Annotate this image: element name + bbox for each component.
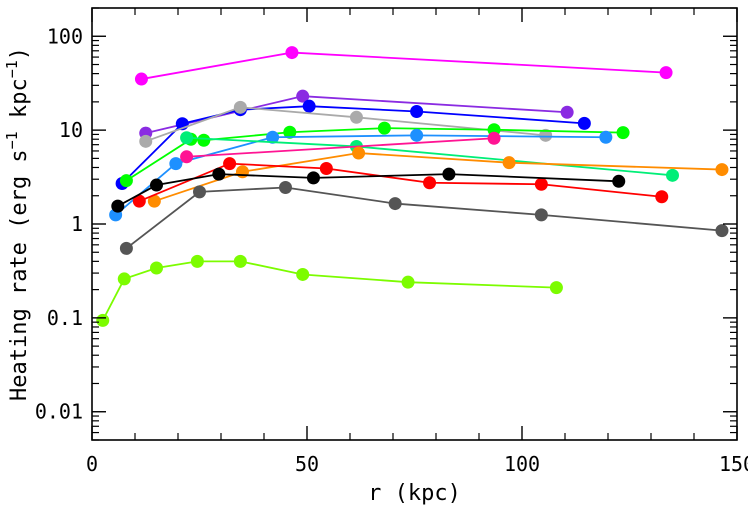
data-point [139, 134, 153, 148]
data-point [119, 241, 133, 255]
data-point [612, 174, 626, 188]
data-point [659, 66, 673, 80]
data-point [539, 128, 553, 142]
y-axis-title-end: ) [7, 47, 32, 60]
data-point [150, 178, 163, 192]
y-tick-label: 0.01 [35, 400, 83, 424]
data-point [283, 125, 297, 139]
series-1 [134, 46, 673, 86]
data-point [715, 224, 729, 238]
y-tick-label: 0.1 [47, 306, 83, 330]
data-point [534, 208, 548, 222]
data-point [577, 116, 591, 130]
data-point [169, 157, 183, 171]
series-12 [119, 180, 729, 255]
data-point [212, 167, 226, 181]
data-point [119, 174, 133, 188]
data-point [147, 194, 161, 208]
data-point [266, 130, 280, 144]
data-point [193, 185, 206, 199]
series-line [145, 106, 546, 143]
data-point [352, 146, 366, 160]
series-11 [111, 167, 626, 213]
data-point [560, 105, 574, 119]
series-line [121, 105, 585, 185]
data-point [279, 180, 292, 194]
x-tick-label: 150 [719, 452, 748, 476]
data-point [285, 46, 299, 60]
y-axis-title: Heating rate (erg s−1 kpc−1) [3, 47, 32, 401]
y-axis-title-mid: kpc [7, 78, 32, 131]
data-point [442, 167, 456, 181]
y-tick-label: 1 [71, 212, 83, 236]
data-point [502, 156, 516, 170]
data-point [190, 254, 204, 268]
data-point [180, 150, 194, 164]
data-point [197, 133, 211, 147]
series-line [101, 260, 557, 321]
data-point [377, 121, 391, 135]
data-point [410, 104, 424, 118]
y-tick-label: 10 [59, 118, 83, 142]
data-point [296, 89, 310, 103]
y-tick-label: 100 [47, 24, 83, 48]
data-point [233, 254, 247, 268]
series-line [186, 137, 495, 158]
data-point [599, 130, 613, 144]
series-line [125, 186, 723, 250]
data-point [549, 281, 563, 295]
series-line [141, 51, 667, 80]
data-point [111, 199, 125, 213]
data-point [306, 171, 320, 185]
x-tick-label: 0 [86, 452, 98, 476]
x-tick-label: 50 [295, 452, 319, 476]
data-point [96, 313, 110, 327]
ticks-layer: 0 50 100 150 0.01 0.1 1 10 100 [35, 7, 748, 476]
data-point [236, 165, 249, 179]
series-8 [180, 131, 501, 164]
data-point [349, 110, 363, 124]
data-point [534, 177, 548, 191]
data-point [132, 194, 146, 208]
data-point [180, 131, 194, 145]
data-point [223, 157, 237, 171]
data-point [388, 197, 402, 211]
data-point [616, 126, 630, 140]
y-axis-title-sup1: −1 [3, 131, 21, 149]
data-point [401, 275, 415, 289]
data-point [410, 128, 424, 142]
series-layer [96, 46, 729, 327]
data-point [296, 267, 310, 281]
data-point [655, 190, 669, 204]
series-line [117, 173, 619, 207]
y-axis-title-main: Heating rate (erg s [7, 149, 32, 401]
data-point [666, 168, 679, 182]
data-point [319, 162, 333, 176]
data-point [715, 163, 729, 177]
series-4 [139, 100, 553, 148]
series-13 [96, 254, 563, 327]
data-point [134, 72, 148, 86]
data-point [150, 261, 163, 275]
data-point [117, 272, 131, 286]
data-point [302, 99, 316, 113]
x-axis-title: r (kpc) [368, 481, 461, 506]
data-point [233, 100, 247, 114]
y-axis-title-sup2: −1 [3, 60, 21, 78]
data-point [487, 131, 501, 145]
series-9 [147, 146, 729, 208]
data-point [423, 176, 437, 190]
x-tick-label: 100 [504, 452, 540, 476]
